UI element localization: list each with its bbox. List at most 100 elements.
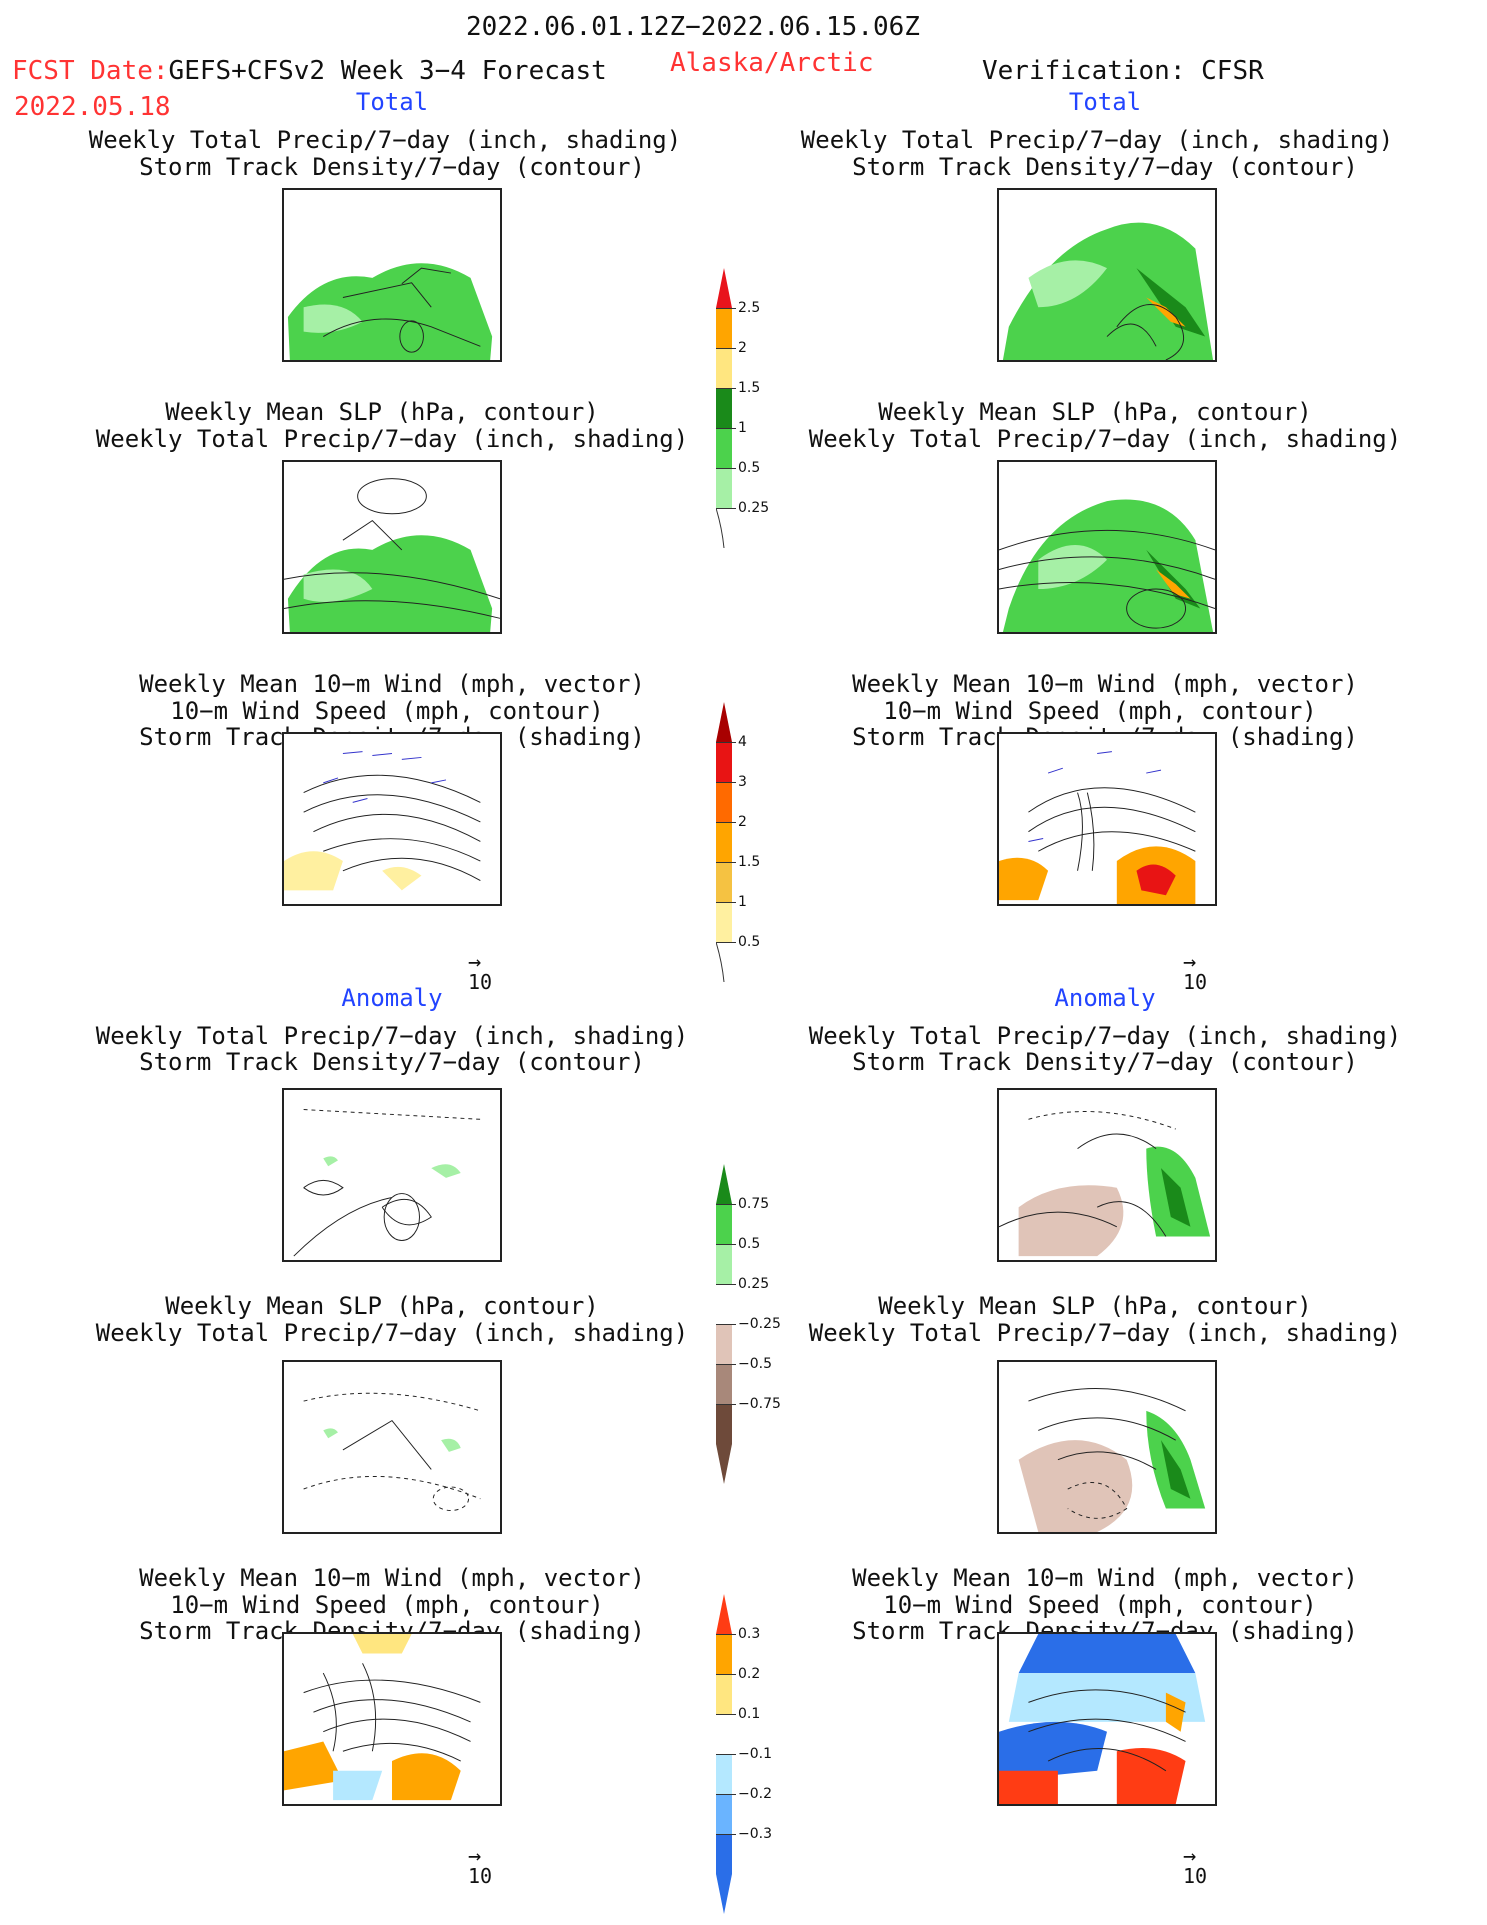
section-total-right: Total — [1068, 88, 1142, 116]
colorbar-tick — [716, 1714, 736, 1715]
colorbar-tick — [716, 1404, 736, 1405]
colorbar-bottom-tail — [716, 508, 725, 548]
vector-ref-value: 10 — [468, 970, 493, 994]
title-total-wind-left-1: Weekly Mean 10−m Wind (mph, vector) — [139, 670, 645, 698]
title-anom-precip-left-2: Storm Track Density/7−day (contour) — [139, 1048, 645, 1076]
colorbar-tick — [716, 822, 736, 823]
colorbar-tick — [716, 1754, 736, 1755]
title-anom-precip-left-1: Weekly Total Precip/7−day (inch, shading… — [95, 1022, 689, 1050]
title-total-wind-left-2: 10−m Wind Speed (mph, contour) — [170, 697, 604, 725]
title-total-precip-right-1: Weekly Total Precip/7−day (inch, shading… — [800, 126, 1394, 154]
colorbar-segment — [716, 1794, 732, 1834]
map-total-slp-verification — [997, 460, 1217, 634]
colorbar-label: 0.25 — [738, 1276, 770, 1292]
arrow-right-icon: → — [468, 950, 482, 975]
vector-ref-anom-left: → 10 — [468, 1844, 492, 1889]
title-anom-precip-right-2: Storm Track Density/7−day (contour) — [852, 1048, 1358, 1076]
colorbar-label: 0.25 — [738, 500, 770, 516]
colorbar-label: −0.1 — [738, 1746, 772, 1762]
fcst-date: 2022.05.18 — [14, 92, 171, 122]
colorbar-segment — [716, 862, 732, 902]
colorbar-segment — [716, 1754, 732, 1794]
title-anom-wind-left-1: Weekly Mean 10−m Wind (mph, vector) — [139, 1564, 645, 1592]
colorbar-segment — [716, 1364, 732, 1404]
colorbar-segment — [716, 902, 732, 942]
title-total-slp-left-2: Weekly Total Precip/7−day (inch, shading… — [95, 425, 689, 453]
arrow-right-icon: → — [1183, 1844, 1197, 1869]
colorbar-tick — [716, 1364, 736, 1365]
colorbar-tick — [716, 1284, 736, 1285]
colorbar-segment — [716, 1634, 732, 1674]
map-total-wind-verification — [997, 732, 1217, 906]
colorbar-label: 3 — [738, 774, 747, 790]
colorbar-precip-anom: 0.75 0.5 0.25 −0.25 −0.5 −0.75 — [716, 1164, 796, 1484]
colorbar-label: 0.5 — [738, 1236, 761, 1252]
title-total-slp-right-1: Weekly Mean SLP (hPa, contour) — [878, 398, 1312, 426]
title-total-precip-right-2: Storm Track Density/7−day (contour) — [852, 153, 1358, 181]
colorbar-segment — [716, 742, 732, 782]
colorbar-tick — [716, 388, 736, 389]
map-anom-wind-verification — [997, 1632, 1217, 1806]
title-total-wind-right-2: 10−m Wind Speed (mph, contour) — [883, 697, 1317, 725]
title-anom-wind-left-2: 10−m Wind Speed (mph, contour) — [170, 1591, 604, 1619]
colorbar-label: −0.25 — [738, 1316, 781, 1332]
section-anomaly-left: Anomaly — [341, 984, 443, 1012]
colorbar-tick — [716, 1674, 736, 1675]
title-total-slp-right-2: Weekly Total Precip/7−day (inch, shading… — [808, 425, 1402, 453]
colorbar-segment — [716, 1244, 732, 1284]
fcst-date-line: FCST Date:GEFS+CFSv2 Week 3−4 Forecast — [12, 58, 607, 84]
colorbar-label: −0.2 — [738, 1786, 772, 1802]
colorbar-tick — [716, 902, 736, 903]
map-total-wind-forecast — [282, 732, 502, 906]
colorbar-tick — [716, 862, 736, 863]
title-anom-wind-right-2: 10−m Wind Speed (mph, contour) — [883, 1591, 1317, 1619]
colorbar-top-arrow — [716, 1594, 732, 1634]
colorbar-track-anom: 0.3 0.2 0.1 −0.1 −0.2 −0.3 — [716, 1594, 796, 1914]
colorbar-segment — [716, 348, 732, 388]
colorbar-top-arrow — [716, 268, 732, 308]
fcst-source: GEFS+CFSv2 Week 3−4 Forecast — [168, 56, 607, 86]
vector-ref-total-left: → 10 — [468, 950, 493, 995]
title-anom-wind-right-1: Weekly Mean 10−m Wind (mph, vector) — [852, 1564, 1358, 1592]
colorbar-segment — [716, 1324, 732, 1364]
colorbar-precip-total: 2.5 2 1.5 1 0.5 0.25 — [716, 268, 796, 550]
colorbar-label: 1.5 — [738, 380, 761, 396]
arrow-right-icon: → — [468, 1844, 482, 1869]
colorbar-label: 0.5 — [738, 934, 761, 950]
colorbar-segment — [716, 428, 732, 468]
vector-ref-value: 10 — [1183, 970, 1208, 994]
title-total-wind-right-1: Weekly Mean 10−m Wind (mph, vector) — [852, 670, 1358, 698]
colorbar-label: 0.75 — [738, 1196, 770, 1212]
colorbar-segment — [716, 1204, 732, 1244]
colorbar-label: 0.3 — [738, 1626, 761, 1642]
colorbar-label: 1 — [738, 420, 747, 436]
colorbar-tick — [716, 308, 736, 309]
colorbar-top-arrow — [716, 702, 732, 742]
colorbar-bottom-arrow — [716, 1874, 732, 1914]
colorbar-segment — [716, 308, 732, 348]
title-anom-slp-left-2: Weekly Total Precip/7−day (inch, shading… — [95, 1319, 689, 1347]
colorbar-segment — [716, 1834, 732, 1874]
vector-ref-total-right: → 10 — [1183, 952, 1208, 995]
verification-label: Verification: CFSR — [982, 56, 1264, 86]
vector-ref-anom-right: → 10 — [1183, 1844, 1207, 1889]
colorbar-tick — [716, 348, 736, 349]
map-anom-precip-forecast — [282, 1088, 502, 1262]
colorbar-segment — [716, 388, 732, 428]
map-anom-slp-forecast — [282, 1360, 502, 1534]
colorbar-segment — [716, 468, 732, 508]
colorbar-label: 0.5 — [738, 460, 761, 476]
colorbar-label: 1.5 — [738, 854, 761, 870]
title-anom-slp-left-1: Weekly Mean SLP (hPa, contour) — [165, 1292, 599, 1320]
map-anom-wind-forecast — [282, 1632, 502, 1806]
colorbar-tick — [716, 1834, 736, 1835]
title-anom-slp-right-1: Weekly Mean SLP (hPa, contour) — [878, 1292, 1312, 1320]
colorbar-label: 0.2 — [738, 1666, 761, 1682]
colorbar-tick — [716, 1794, 736, 1795]
colorbar-segment — [716, 1404, 732, 1444]
colorbar-label: 0.1 — [738, 1706, 761, 1722]
region-label: Alaska/Arctic — [670, 48, 874, 78]
colorbar-label: 4 — [738, 734, 747, 750]
title-total-precip-left-1: Weekly Total Precip/7−day (inch, shading… — [88, 126, 682, 154]
title-total-slp-left-1: Weekly Mean SLP (hPa, contour) — [165, 398, 599, 426]
